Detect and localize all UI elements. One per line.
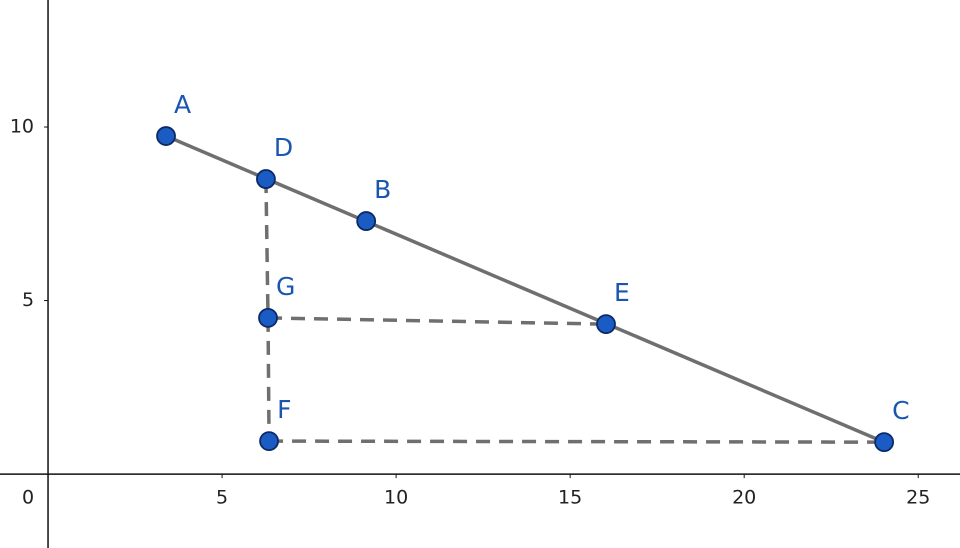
x-tick-label: 5 — [216, 487, 228, 509]
point — [356, 211, 377, 231]
segments — [165, 134, 885, 444]
point-label: G — [276, 272, 295, 301]
x-tick-label: 10 — [384, 487, 408, 509]
points: A D B G E F C — [156, 90, 910, 453]
point-label: F — [277, 395, 291, 424]
x-tick-label: 20 — [732, 487, 756, 509]
dashed-segment — [269, 439, 885, 444]
x-tick-label: 25 — [906, 487, 930, 509]
dashed-segment — [267, 316, 607, 326]
y-tick-label: 5 — [22, 289, 34, 311]
point-label: E — [614, 278, 630, 307]
origin-label: 0 — [22, 487, 34, 509]
point-label: A — [174, 90, 191, 119]
point — [256, 169, 276, 189]
y-tick-label: 10 — [10, 116, 34, 138]
point — [258, 308, 278, 328]
point — [596, 314, 616, 335]
point-label: C — [892, 396, 909, 425]
dashed-segment — [264, 179, 270, 318]
point — [259, 431, 279, 452]
point-label: D — [274, 133, 293, 162]
segment — [165, 134, 885, 444]
dashed-segment — [266, 317, 271, 442]
point-label: B — [374, 175, 391, 204]
point — [156, 126, 176, 146]
point — [874, 432, 895, 453]
x-tick-label: 15 — [558, 487, 582, 509]
